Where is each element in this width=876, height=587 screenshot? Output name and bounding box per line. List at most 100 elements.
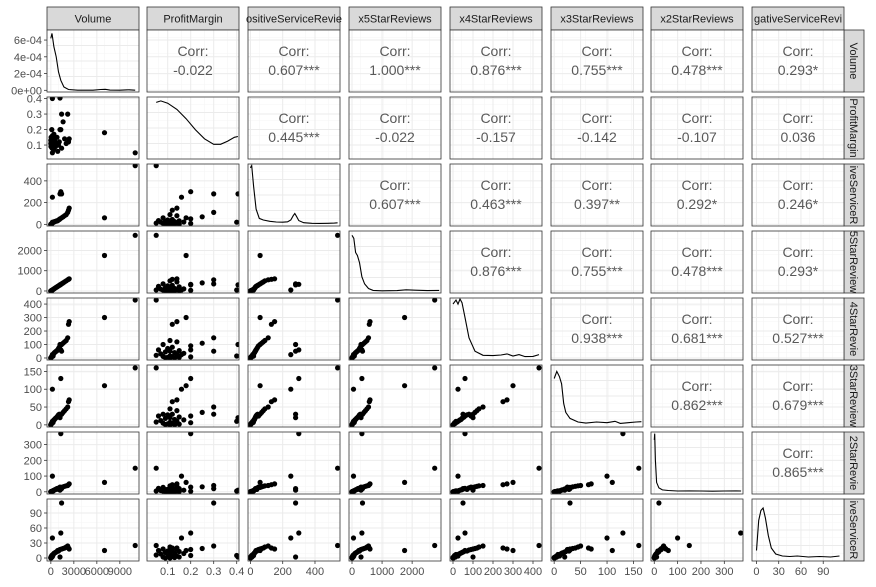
- panel-3-5: Corr: 0.755***: [550, 230, 644, 294]
- panel-7-5: [550, 498, 644, 562]
- panel-border: [46, 96, 140, 160]
- panel-background: [651, 164, 743, 226]
- corr-value: 0.293*: [778, 263, 819, 279]
- scatter-point: [675, 535, 681, 541]
- scatter-point: [160, 546, 166, 552]
- panel-border: [348, 230, 442, 294]
- corr-value: 0.755***: [571, 263, 623, 279]
- y-tick-label: 0: [36, 553, 42, 565]
- corr-label: Corr:: [681, 311, 712, 327]
- panel-border: [247, 230, 341, 294]
- scatter-point: [49, 552, 56, 559]
- scatter-point: [58, 281, 64, 287]
- right-strip-label: Volume: [847, 43, 859, 80]
- scatter-point: [158, 418, 164, 424]
- density-curve: [249, 164, 338, 224]
- panel-4-1: [146, 297, 240, 361]
- scatter-point: [335, 542, 340, 549]
- panel-border: [46, 297, 140, 361]
- panel-7-3: [348, 498, 442, 562]
- scatter-point: [211, 277, 217, 283]
- scatter-point: [462, 375, 468, 382]
- x-tick-label: 6000: [85, 566, 109, 578]
- panel-7-0: [46, 498, 140, 562]
- panel-border: [247, 29, 341, 93]
- y-tick-label: 0: [36, 286, 42, 298]
- scatter-point: [153, 465, 159, 471]
- right-strip-label: ProfitMargin: [847, 98, 859, 157]
- scatter-point: [169, 482, 175, 488]
- scatter-point: [578, 482, 584, 489]
- scatter-point: [167, 419, 173, 425]
- corr-value: 0.478***: [671, 263, 723, 279]
- scatter-point: [211, 335, 217, 341]
- scatter-point: [174, 205, 180, 211]
- scatter-point: [176, 414, 182, 420]
- scatter-point: [654, 554, 660, 560]
- scatter-point: [176, 348, 182, 354]
- panel-border: [247, 163, 341, 227]
- scatter-point: [359, 375, 365, 382]
- panel-border: [550, 431, 644, 495]
- panel-border: [751, 498, 845, 562]
- scatter-point: [562, 487, 568, 493]
- y-tick-label: 1000: [18, 266, 42, 278]
- scatter-point: [211, 411, 217, 417]
- panel-background: [752, 231, 844, 293]
- scatter-point: [188, 552, 194, 559]
- scatter-point: [350, 552, 357, 559]
- corr-label: Corr:: [782, 43, 813, 59]
- corr-value: -0.157: [476, 129, 516, 145]
- panel-0-1: Corr: -0.022: [146, 29, 240, 93]
- scatter-point: [636, 465, 642, 471]
- scatter-point: [188, 413, 194, 419]
- scatter-point: [188, 375, 194, 382]
- scatter-point: [55, 148, 61, 154]
- scatter-point: [59, 486, 65, 492]
- scatter-point: [188, 530, 194, 536]
- x-tick-label: 400: [524, 566, 542, 578]
- corr-value: 0.755***: [571, 62, 623, 78]
- scatter-point: [455, 535, 461, 541]
- panel-2-5: Corr: 0.397**: [550, 163, 644, 227]
- scatter-point: [359, 500, 366, 506]
- x-tick-label: 0: [247, 566, 253, 578]
- panel-0-6: Corr: 0.478***: [650, 29, 744, 93]
- y-tick-label: 90: [30, 508, 42, 520]
- y-tick-label: 100: [24, 471, 42, 483]
- scatter-point: [160, 411, 166, 417]
- x-tick-label: 3000: [62, 566, 86, 578]
- panel-background: [450, 164, 542, 226]
- corr-value: 0.527***: [772, 330, 824, 346]
- panel-border: [146, 230, 240, 294]
- scatter-point: [235, 282, 239, 288]
- scatter-point: [199, 545, 205, 552]
- panel-background: [349, 164, 441, 226]
- panel-border: [46, 230, 140, 294]
- scatter-point: [188, 347, 194, 353]
- panel-border: [46, 498, 140, 562]
- scatter-point: [101, 215, 108, 221]
- scatter-point: [165, 283, 171, 289]
- corr-label: Corr:: [480, 43, 511, 59]
- panel-border: [146, 163, 240, 227]
- scatter-point: [265, 404, 271, 410]
- scatter-point: [65, 335, 71, 341]
- scatter-point: [188, 287, 194, 293]
- scatter-point: [656, 500, 662, 506]
- panel-border: [247, 297, 341, 361]
- panel-background: [651, 97, 743, 159]
- panel-background: [349, 365, 441, 427]
- panel-0-5: Corr: 0.755***: [550, 29, 644, 93]
- scatter-point: [188, 488, 194, 494]
- panel-6-5: [550, 431, 644, 495]
- scatter-point: [609, 547, 615, 554]
- scatter-point: [165, 345, 171, 352]
- panel-1-5: Corr: -0.142: [550, 96, 644, 160]
- panel-border: [550, 498, 644, 562]
- scatter-point: [257, 314, 263, 321]
- scatter-point: [49, 219, 56, 225]
- scatter-point: [49, 352, 56, 358]
- scatter-point: [686, 542, 692, 549]
